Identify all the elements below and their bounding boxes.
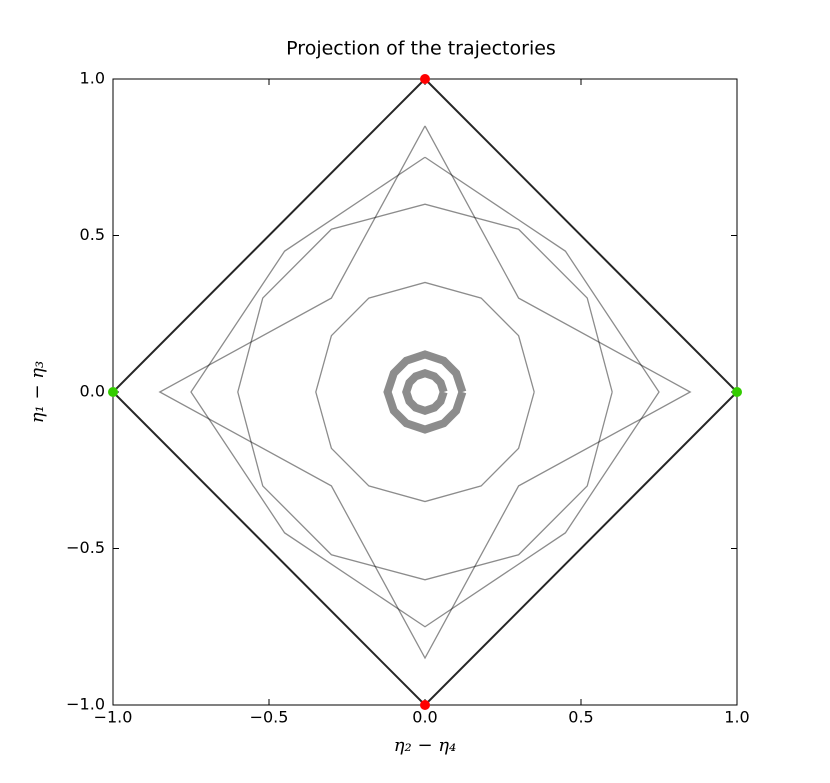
trajectory <box>315 281 535 503</box>
point <box>420 74 430 84</box>
chart-title: Projection of the trajectories <box>286 38 556 60</box>
point <box>108 387 118 397</box>
trajectory <box>383 350 467 434</box>
x-tick-label: −1.0 <box>94 708 133 727</box>
trajectory <box>402 369 448 415</box>
y-tick-label: 0.5 <box>80 225 105 244</box>
trajectory <box>237 203 613 581</box>
y-tick-label: 0.0 <box>80 382 105 401</box>
x-axis-label: η₂ − η₄ <box>394 735 457 756</box>
plot-lines <box>111 78 739 707</box>
x-tick-label: 0.0 <box>412 708 437 727</box>
y-tick-label: −1.0 <box>66 695 105 714</box>
x-tick-label: 0.5 <box>568 708 593 727</box>
x-tick-label: 1.0 <box>724 708 749 727</box>
y-tick-label: −0.5 <box>66 538 105 557</box>
point <box>732 387 742 397</box>
plot-frame <box>112 78 738 706</box>
trajectory <box>111 78 739 707</box>
y-axis-label: η₁ − η₃ <box>27 361 48 424</box>
point <box>420 700 430 710</box>
trajectory <box>190 156 660 628</box>
y-tick-label: 1.0 <box>80 69 105 88</box>
trajectory <box>158 125 692 660</box>
x-tick-label: −0.5 <box>250 708 289 727</box>
